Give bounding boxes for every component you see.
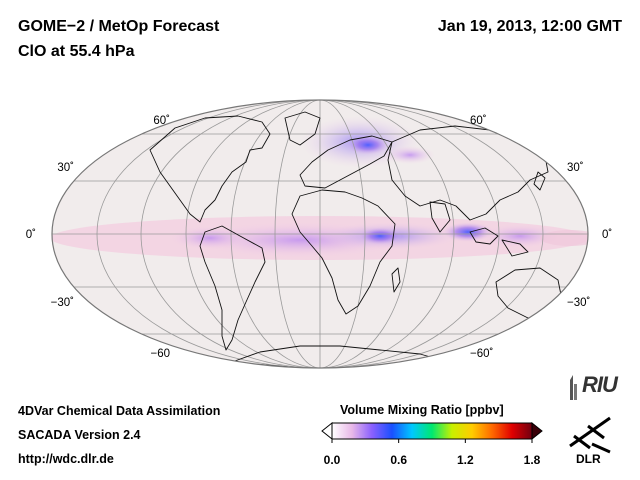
- colorbar-title: Volume Mixing Ratio [ppbv]: [340, 403, 504, 417]
- riu-logo: RIU: [566, 372, 630, 402]
- colorbar-tick-label: 0.0: [324, 453, 341, 467]
- world-map: 60˚ 30˚ 0˚ −30˚ −60 60˚ 30˚ 0˚ −30˚ −60˚: [26, 99, 612, 369]
- graticule: [52, 100, 588, 368]
- colorbar-min-arrow: [321, 421, 333, 441]
- dlr-logo-mark: [569, 416, 611, 454]
- colorbar-tick-label: 1.8: [524, 453, 541, 467]
- colorbar-max-arrow: [531, 421, 543, 441]
- dlr-logo: DLR: [564, 414, 620, 474]
- riu-logo-text: RIU: [582, 372, 618, 397]
- forecast-datetime: Jan 19, 2013, 12:00 GMT: [437, 18, 622, 35]
- lat-label-left-minus30: −30˚: [51, 297, 74, 309]
- dlr-logo-text: DLR: [576, 452, 601, 466]
- lat-label-right-60: 60˚: [470, 115, 487, 127]
- lat-label-left-0: 0˚: [26, 229, 36, 241]
- coastlines: [149, 111, 563, 368]
- lat-label-right-minus30: −30˚: [567, 297, 590, 309]
- colorbar-tick-label: 0.6: [390, 453, 407, 467]
- globe-outline: [51, 99, 589, 369]
- lat-label-right-0: 0˚: [602, 229, 612, 241]
- colorbar-tick-label: 1.2: [457, 453, 474, 467]
- lat-label-left-30: 30˚: [57, 162, 74, 174]
- page-title: GOME−2 / MetOp Forecast: [18, 18, 220, 35]
- riu-logo-mark: [570, 375, 577, 400]
- lat-label-left-60: 60˚: [153, 115, 170, 127]
- footer-line-2: SACADA Version 2.4: [18, 428, 141, 442]
- lat-label-right-minus60: −60˚: [470, 348, 493, 360]
- lat-label-left-minus60: −60: [150, 348, 170, 360]
- footer-line-3: http://wdc.dlr.de: [18, 452, 114, 466]
- product-subtitle: ClO at 55.4 hPa: [18, 43, 135, 60]
- colorbar-ticks: 0.0 0.6 1.2 1.8: [324, 439, 541, 467]
- clo-field: [52, 116, 588, 260]
- colorbar: 0.0 0.6 1.2 1.8: [321, 421, 543, 467]
- footer-line-1: 4DVar Chemical Data Assimilation: [18, 404, 221, 418]
- lat-label-right-30: 30˚: [567, 162, 584, 174]
- colorbar-bar: [331, 422, 533, 440]
